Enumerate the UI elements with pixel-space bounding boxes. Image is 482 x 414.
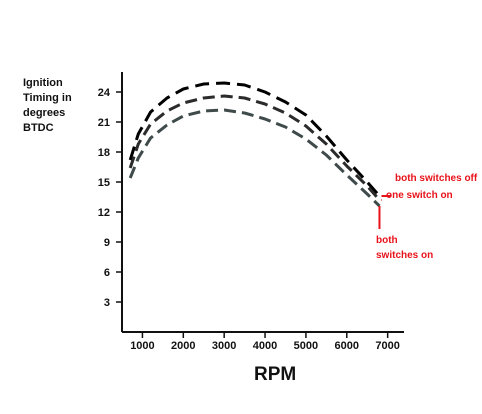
y-tick-label: 6 [104,267,110,279]
annotation-both-switches-on: both switches on [376,235,434,261]
x-tick-label: 3000 [212,340,236,352]
y-tick-label: 12 [98,207,110,219]
x-axis-label: RPM [254,364,297,385]
y-tick-label: 9 [104,237,110,249]
x-tick-label: 4000 [253,340,277,352]
x-tick-label: 5000 [294,340,318,352]
annotation-both-switches-off: both switches off [395,173,478,184]
x-tick-label: 7000 [375,340,399,352]
annotation-one-switch-on: one switch on [386,190,453,201]
y-tick-label: 21 [98,117,110,129]
annotation-markers [378,195,391,229]
x-tick-label: 1000 [130,340,154,352]
series-line-1 [128,94,381,201]
y-tick-label: 3 [104,297,110,309]
series-line-2 [128,108,381,208]
axes [121,72,404,333]
ticks: 3 6 9 12 15 18 21 24 1000 2000 3000 4000 5000 6000 700… [98,87,400,352]
y-tick-label: 24 [98,87,111,99]
series-lines [128,81,381,208]
x-tick-label: 6000 [335,340,359,352]
y-axis-label: Ignition Timing in degrees BTDC [23,77,72,134]
x-tick-label: 2000 [171,340,195,352]
y-tick-label: 15 [98,177,110,189]
series-line-0 [128,81,381,197]
y-tick-label: 18 [98,147,110,159]
